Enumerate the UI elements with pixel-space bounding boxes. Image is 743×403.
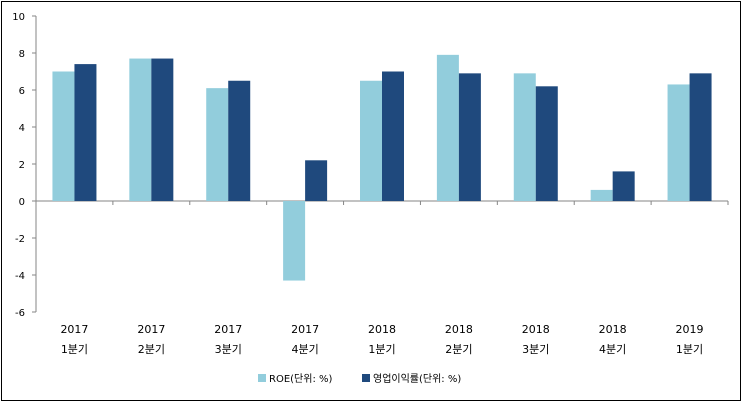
y-tick-label: 8	[19, 49, 25, 60]
bars-group	[52, 54, 712, 281]
y-tick-label: -2	[15, 234, 25, 245]
legend-swatch-0	[258, 374, 266, 382]
x-label-year: 2018	[599, 323, 627, 336]
bar-operating-margin-8	[689, 73, 712, 201]
bar-roe-1	[129, 58, 152, 201]
x-label-year: 2018	[445, 323, 473, 336]
y-tick-label: -6	[15, 308, 25, 319]
labels-group: 2017 1분기 2017 2분기 2017 3분기 2017 4분기 2018 1분기 2018 2…	[60, 323, 703, 356]
y-tick-label: 10	[12, 12, 25, 23]
y-tick-label: 2	[19, 160, 25, 171]
bar-operating-margin-6	[535, 86, 558, 201]
x-label-quarter: 1분기	[61, 343, 88, 356]
legend-group: ROE(단위: %) 영업이익률(단위: %)	[258, 372, 461, 385]
bar-roe-8	[667, 84, 690, 201]
bar-roe-0	[52, 71, 75, 201]
x-label-quarter: 2분기	[138, 343, 165, 356]
x-label-quarter: 4분기	[599, 343, 626, 356]
x-label-quarter: 4분기	[291, 343, 318, 356]
x-label-quarter: 1분기	[676, 343, 703, 356]
y-tick-label: 6	[19, 86, 25, 97]
x-label-year: 2018	[368, 323, 396, 336]
bar-roe-7	[590, 189, 613, 201]
bar-roe-2	[206, 88, 229, 201]
x-label-year: 2019	[676, 323, 704, 336]
y-tick-label: 4	[19, 123, 25, 134]
bar-roe-4	[360, 80, 382, 201]
x-label-year: 2018	[522, 323, 550, 336]
x-label-year: 2017	[291, 323, 319, 336]
bar-operating-margin-7	[612, 171, 635, 201]
bar-operating-margin-3	[305, 160, 328, 201]
bar-operating-margin-2	[228, 80, 251, 201]
bar-operating-margin-0	[74, 64, 97, 201]
y-tick-label: 0	[19, 197, 25, 208]
x-label-quarter: 3분기	[215, 343, 242, 356]
x-label-quarter: 1분기	[368, 343, 395, 356]
legend-label-0: ROE(단위: %)	[269, 372, 332, 385]
bar-operating-margin-4	[382, 71, 404, 201]
x-label-year: 2017	[214, 323, 242, 336]
bar-roe-6	[513, 73, 536, 201]
bar-operating-margin-5	[458, 73, 481, 201]
bar-roe-5	[436, 54, 459, 201]
x-label-quarter: 3분기	[522, 343, 549, 356]
bar-roe-3	[283, 201, 306, 281]
x-label-quarter: 2분기	[445, 343, 472, 356]
x-label-year: 2017	[137, 323, 165, 336]
bar-operating-margin-1	[151, 58, 174, 201]
legend-label-1: 영업이익률(단위: %)	[373, 372, 461, 385]
y-tick-label: -4	[15, 271, 25, 282]
x-label-year: 2017	[60, 323, 88, 336]
legend-swatch-1	[362, 374, 370, 382]
